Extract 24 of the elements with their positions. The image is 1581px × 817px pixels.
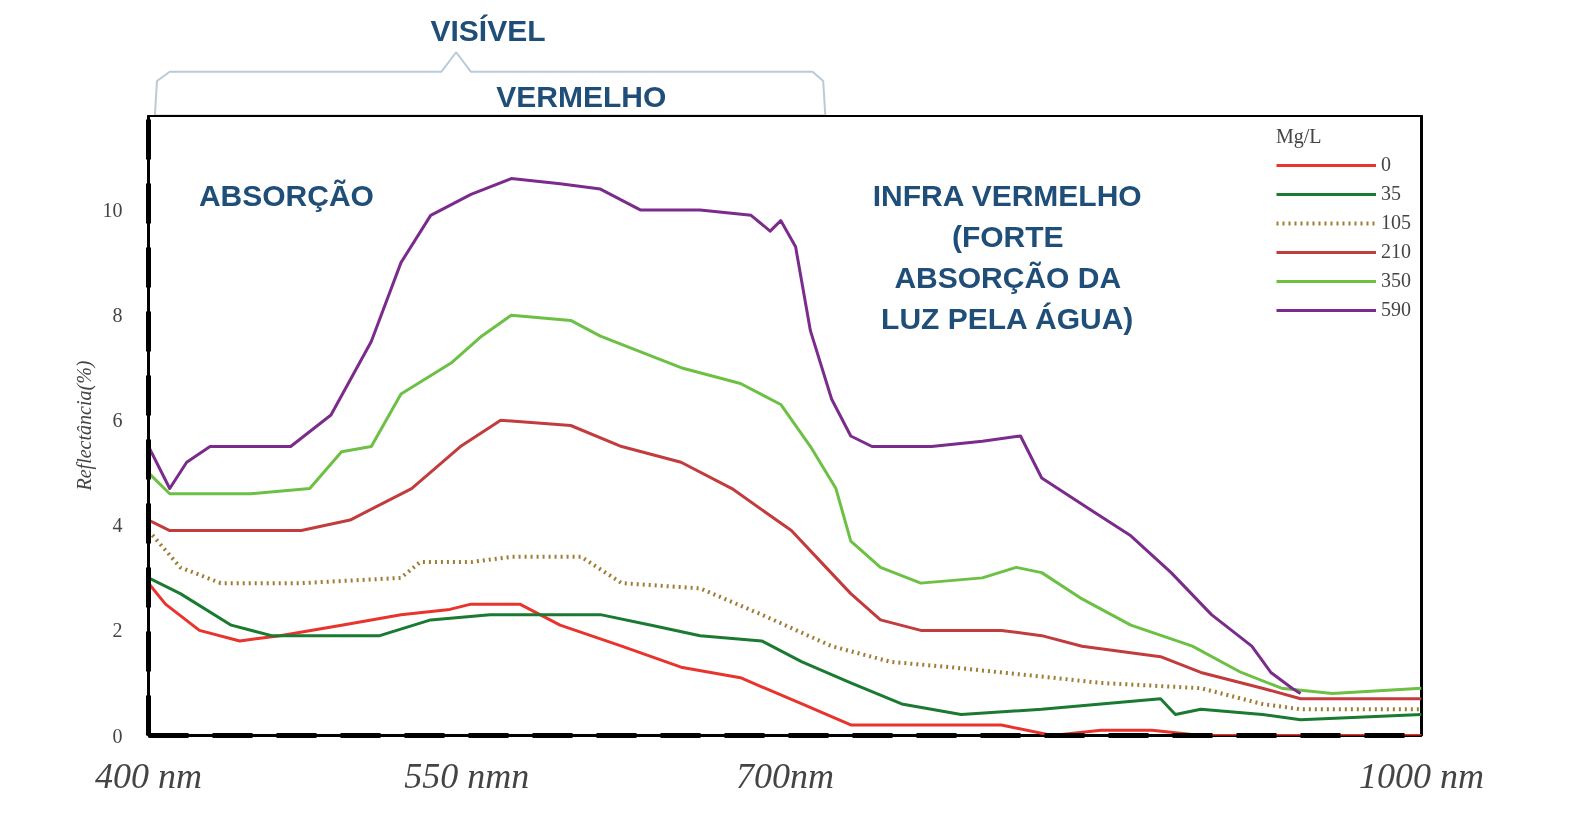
y-tick-label: 0	[112, 724, 123, 747]
y-tick-label: 8	[112, 304, 123, 327]
text: VERMELHO	[496, 80, 667, 114]
x-tick-label: 1000 nm	[1359, 755, 1484, 796]
x-tick-label: 550 nmn	[404, 755, 530, 796]
line-series	[148, 177, 1303, 695]
y-tick-label: 6	[112, 409, 123, 432]
y-axis-title: Reflectância(%)	[72, 360, 96, 492]
legend-label: 105	[1381, 211, 1411, 234]
y-tick-label: 4	[112, 514, 123, 537]
annotation: INFRA VERMELHO (FORTE ABSORÇÃO DA LUZ PELA ÁGUA)	[872, 178, 1142, 336]
legend-label: 210	[1381, 240, 1411, 263]
x-tick-label: 700nm	[736, 755, 834, 796]
x-tick-label: 400 nm	[95, 755, 202, 796]
legend-label: 35	[1381, 182, 1401, 205]
legend-title: Mg/L	[1276, 125, 1323, 148]
legend-label: 590	[1381, 298, 1411, 321]
annotation: ABSORÇÃO	[198, 178, 374, 212]
line-series	[148, 418, 1422, 701]
legend-label: 350	[1381, 269, 1411, 292]
legend-label: 0	[1381, 153, 1392, 176]
y-tick-label: 2	[112, 619, 123, 642]
text: VISÍVEL	[430, 13, 546, 47]
y-tick-label: 10	[102, 199, 123, 222]
